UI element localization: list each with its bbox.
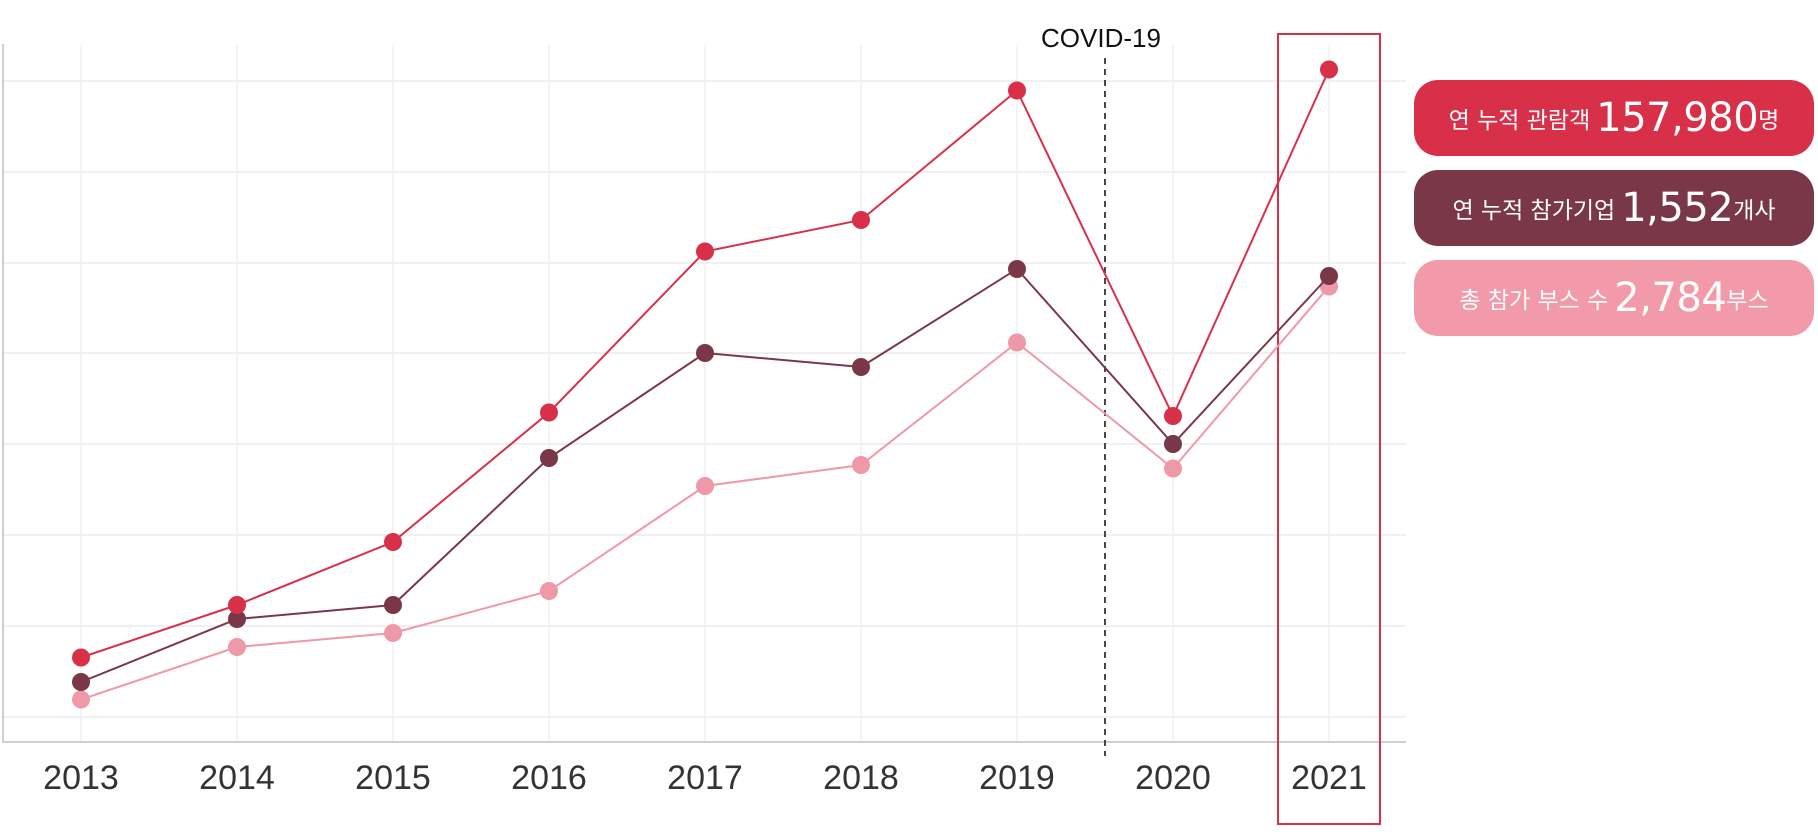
legend-item-companies: 연 누적 참가기업 1,552 개사: [1414, 170, 1814, 246]
x-tick-label: 2013: [43, 759, 119, 797]
legend-label: 연 누적 관람객: [1448, 108, 1591, 134]
x-axis: 2013 2014 2015 2016 2017 2018 2019 2020 2021: [2, 44, 1406, 797]
legend-label: 총 참가 부스 수: [1459, 288, 1609, 314]
data-point-visitors: [1320, 60, 1338, 79]
data-point-companies: [228, 610, 246, 628]
data-point-companies: [540, 449, 558, 467]
data-point-booths: [696, 477, 714, 495]
data-point-booths: [540, 582, 558, 600]
data-point-companies: [1320, 267, 1338, 285]
legend: 연 누적 관람객 157,980 명 연 누적 참가기업 1,552 개사 총 …: [1414, 80, 1814, 350]
legend-item-booths: 총 참가 부스 수 2,784 부스: [1414, 260, 1814, 336]
highlight-box-2021: [1277, 33, 1381, 825]
data-point-visitors: [228, 596, 246, 614]
covid-label: COVID-19: [1041, 23, 1161, 53]
grid: [2, 44, 1406, 742]
x-tick-label: 2020: [1135, 759, 1211, 797]
data-point-companies: [384, 596, 402, 614]
data-point-visitors: [1008, 81, 1026, 100]
data-point-visitors: [696, 242, 714, 261]
series-layer: [72, 60, 1338, 709]
data-point-booths: [72, 690, 90, 709]
x-tick-label: 2014: [199, 759, 275, 797]
legend-label: 연 누적 참가기업: [1452, 198, 1616, 224]
x-tick-label: 2019: [979, 759, 1055, 797]
legend-value: 2,784: [1614, 275, 1727, 321]
legend-item-visitors: 연 누적 관람객 157,980 명: [1414, 80, 1814, 156]
series-companies: [72, 260, 1338, 691]
series-booths: [72, 277, 1338, 709]
x-tick-label: 2015: [355, 759, 431, 797]
series-visitors: [72, 60, 1338, 667]
data-point-booths: [228, 638, 246, 656]
x-tick-label: 2017: [667, 759, 743, 797]
data-point-booths: [852, 456, 870, 474]
data-point-companies: [852, 358, 870, 376]
data-point-visitors: [540, 403, 558, 422]
data-point-booths: [384, 624, 402, 642]
data-point-booths: [1008, 333, 1026, 352]
annotation-layer: COVID-19: [1041, 23, 1381, 825]
x-tick-label: 2016: [511, 759, 587, 797]
x-tick-label: 2021: [1291, 759, 1367, 797]
data-point-companies: [1008, 260, 1026, 278]
data-point-visitors: [852, 211, 870, 229]
data-point-visitors: [384, 533, 402, 551]
data-point-companies: [1164, 435, 1182, 453]
data-point-booths: [1164, 459, 1182, 478]
x-tick-label: 2018: [823, 759, 899, 797]
data-point-visitors: [72, 648, 90, 667]
legend-value: 1,552: [1621, 185, 1734, 231]
legend-unit: 부스: [1726, 288, 1769, 314]
data-point-visitors: [1164, 407, 1182, 425]
data-point-companies: [696, 344, 714, 362]
data-point-companies: [72, 673, 90, 691]
legend-unit: 명: [1758, 108, 1780, 134]
legend-value: 157,980: [1596, 95, 1759, 141]
legend-unit: 개사: [1733, 198, 1776, 224]
